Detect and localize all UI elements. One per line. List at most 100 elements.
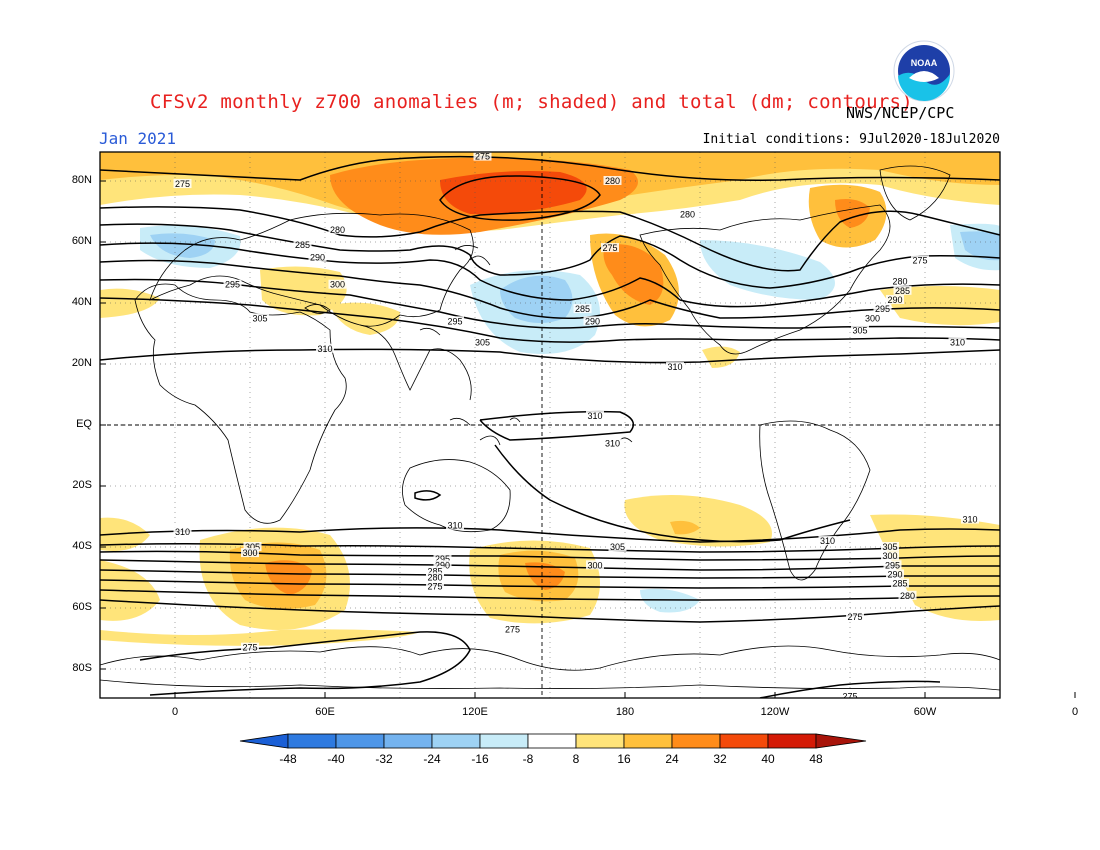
contour-label: 295 bbox=[225, 280, 240, 290]
contour-label: 310 bbox=[667, 362, 682, 372]
contour-label: 310 bbox=[587, 411, 602, 421]
contour-label: 295 bbox=[435, 554, 450, 564]
forecast-month: Jan 2021 bbox=[99, 129, 177, 148]
contour-label-bg bbox=[873, 304, 892, 314]
contour-label-bg bbox=[223, 279, 242, 289]
contour-label: 285 bbox=[427, 566, 442, 576]
latitude-label: 20S bbox=[72, 479, 92, 491]
colorbar bbox=[239, 733, 867, 749]
contour-label-bg bbox=[426, 572, 444, 582]
contour-label-bg bbox=[426, 566, 444, 576]
contour-label-bg bbox=[818, 535, 837, 545]
contour-label: 275 bbox=[242, 643, 257, 653]
contour-label-bg bbox=[426, 581, 444, 591]
contour-label-bg bbox=[851, 325, 869, 335]
contour-label: 300 bbox=[242, 548, 257, 558]
contour-label-bg bbox=[308, 252, 327, 262]
contour-label: 285 bbox=[295, 240, 310, 250]
contour-label: 310 bbox=[820, 536, 835, 546]
colorbar-swatch bbox=[623, 733, 673, 749]
colorbar-swatch bbox=[287, 733, 337, 749]
colorbar-label: -16 bbox=[471, 752, 489, 766]
contour-label-bg bbox=[863, 313, 882, 323]
contour-label: 305 bbox=[245, 542, 260, 552]
contour-label: 290 bbox=[585, 316, 600, 326]
contour-label: 275 bbox=[427, 582, 442, 592]
latitude-label: 40S bbox=[72, 540, 92, 552]
contour-label-bg bbox=[473, 337, 492, 347]
contour-label-bg bbox=[893, 285, 912, 295]
colorbar-swatch bbox=[767, 733, 817, 749]
agency-label: NWS/NCEP/CPC bbox=[846, 104, 955, 122]
colorbar-high-arrow bbox=[815, 733, 867, 749]
contour-label: 290 bbox=[887, 295, 902, 305]
contour-label-bg bbox=[316, 343, 334, 353]
contour-label: 310 bbox=[605, 438, 620, 448]
contour-label-bg bbox=[891, 578, 909, 588]
longitude-label: 60W bbox=[913, 706, 937, 718]
contour-label-bg bbox=[173, 526, 192, 536]
contour-label-bg bbox=[603, 438, 622, 448]
colorbar-label: -40 bbox=[327, 752, 345, 766]
contour-label-bg bbox=[328, 279, 347, 289]
contour-label-bg bbox=[846, 612, 864, 622]
contour-label: 275 bbox=[912, 255, 927, 265]
contour-label: 275 bbox=[505, 624, 520, 634]
contour-label-bg bbox=[243, 542, 262, 551]
colorbar-label: 32 bbox=[713, 752, 727, 766]
contour-label: 280 bbox=[605, 176, 620, 186]
colorbar-low-arrow bbox=[239, 733, 289, 749]
contour-label-bg bbox=[328, 224, 347, 234]
colorbar-swatch bbox=[719, 733, 769, 749]
contour-label: 280 bbox=[892, 277, 907, 287]
colorbar-label: -32 bbox=[375, 752, 393, 766]
latitude-label: 60N bbox=[71, 235, 92, 247]
colorbar-label: -8 bbox=[522, 752, 534, 766]
contour-label: 300 bbox=[330, 280, 345, 290]
contour-label: 280 bbox=[427, 573, 442, 583]
contour-label-bg bbox=[886, 294, 904, 304]
contour-label-bg bbox=[911, 255, 929, 265]
contour-label: 305 bbox=[882, 542, 897, 552]
contour-label: 280 bbox=[900, 591, 915, 601]
contour-label: 310 bbox=[962, 515, 977, 525]
colorbar-swatch bbox=[431, 733, 481, 749]
contour-label: 285 bbox=[892, 579, 907, 589]
contour-label-bg bbox=[173, 179, 192, 189]
colorbar-swatch bbox=[671, 733, 721, 749]
longitude-label: 0 bbox=[1071, 706, 1079, 718]
contour-label: 310 bbox=[447, 521, 462, 531]
latitude-label: 20N bbox=[71, 357, 92, 369]
contour-label-bg bbox=[886, 569, 904, 579]
contour-label: 285 bbox=[575, 304, 590, 314]
contour-label-bg bbox=[608, 542, 627, 551]
contour-label-bg bbox=[881, 542, 899, 551]
contour-label: 275 bbox=[175, 179, 190, 189]
latitude-label: EQ bbox=[76, 418, 92, 430]
latitude-label: 80S bbox=[72, 662, 92, 674]
chart-title: CFSv2 monthly z700 anomalies (m; shaded)… bbox=[150, 91, 914, 113]
contour-label-bg bbox=[583, 316, 602, 326]
coastlines bbox=[100, 165, 1000, 691]
contour-label-bg bbox=[293, 240, 312, 250]
contour-label: 295 bbox=[885, 560, 900, 570]
contour-label-bg bbox=[898, 590, 917, 600]
contour-label-bg bbox=[241, 642, 259, 652]
noaa-logo-icon: NOAA bbox=[893, 40, 955, 102]
colorbar-label: 40 bbox=[761, 752, 775, 766]
contour-label-bg bbox=[446, 520, 464, 530]
latitude-label: 60S bbox=[72, 601, 92, 613]
contour-label-bg bbox=[433, 554, 452, 564]
latitude-label: 80N bbox=[71, 174, 92, 186]
initial-conditions: Initial conditions: 9Jul2020-18Jul2020 bbox=[702, 132, 1000, 147]
colorbar-swatch bbox=[335, 733, 385, 749]
map-area: 2752802752802802852902752752802852902953… bbox=[100, 152, 1000, 698]
contour-label: 295 bbox=[447, 316, 462, 326]
colorbar-label: 48 bbox=[809, 752, 823, 766]
contour-label: 305 bbox=[852, 325, 867, 335]
contour-label-bg bbox=[573, 304, 592, 314]
contour-label: 310 bbox=[175, 527, 190, 537]
longitude-label: 0 bbox=[171, 706, 179, 718]
contour-label: 305 bbox=[475, 338, 490, 348]
contour-label: 295 bbox=[875, 304, 890, 314]
